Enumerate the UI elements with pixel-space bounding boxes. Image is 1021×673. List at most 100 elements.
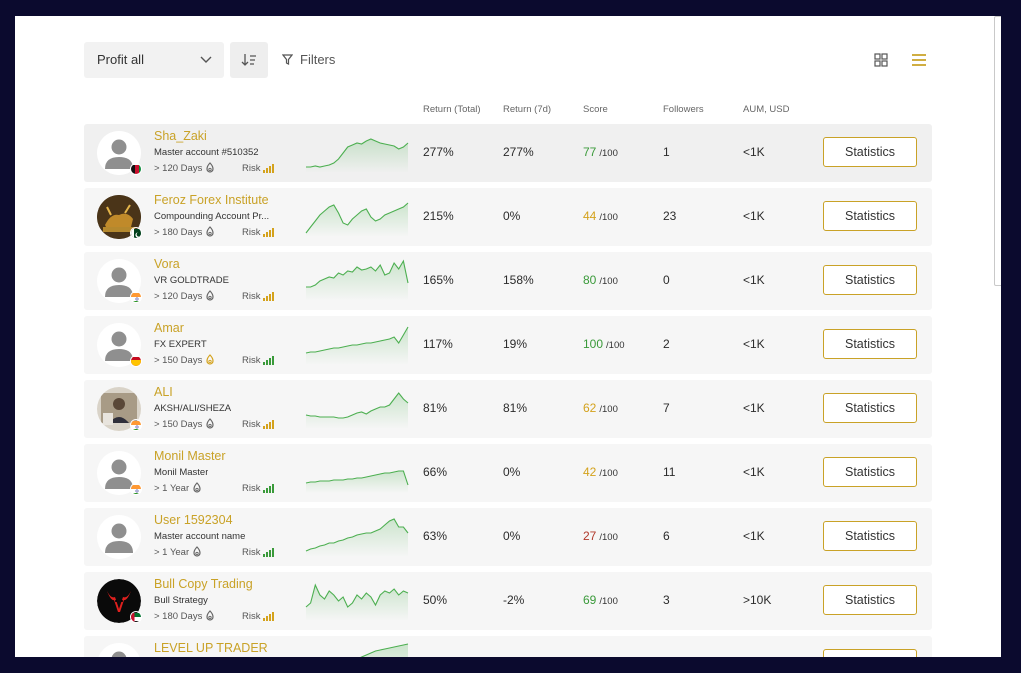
profit-sparkline <box>305 193 409 237</box>
avatar-image <box>97 579 141 623</box>
trader-name[interactable]: Monil Master <box>154 449 226 463</box>
return-7d: 0% <box>503 529 521 543</box>
column-header-return-total[interactable]: Return (Total) <box>423 104 481 115</box>
account-name: Bull Strategy <box>154 595 208 606</box>
filters-button[interactable]: Filters <box>282 42 335 78</box>
sort-order-button[interactable] <box>230 42 268 78</box>
score: 77/100 <box>583 145 618 159</box>
return-total: 117% <box>423 337 453 351</box>
return-7d: 0% <box>503 465 521 479</box>
score-max: /100 <box>599 532 618 543</box>
account-age: > 120 Days <box>154 290 215 302</box>
trader-name[interactable]: Amar <box>154 321 184 335</box>
profit-sparkline <box>305 129 409 173</box>
trader-name[interactable]: User 1592304 <box>154 513 233 527</box>
country-flag-icon <box>130 611 142 623</box>
score-value: 44 <box>583 209 597 223</box>
account-name: Monil Master <box>154 467 209 478</box>
score: 100/100 <box>583 337 625 351</box>
sort-descending-icon <box>241 54 256 66</box>
return-total: 66% <box>423 465 448 479</box>
followers-count: 2 <box>663 337 670 351</box>
grid-view-icon[interactable] <box>873 52 889 68</box>
account-name: FX EXPERT <box>154 339 207 350</box>
risk-label: Risk <box>242 291 261 302</box>
trader-name[interactable]: Feroz Forex Institute <box>154 193 269 207</box>
avatar[interactable] <box>97 451 142 495</box>
trader-row[interactable]: Monil Master Monil Master > 1 Year Risk … <box>84 444 932 502</box>
statistics-button[interactable] <box>823 649 917 657</box>
statistics-button[interactable]: Statistics <box>823 521 917 551</box>
trader-row[interactable]: Bull Copy Trading Bull Strategy > 180 Da… <box>84 572 932 630</box>
risk-level: Risk <box>242 226 275 238</box>
sort-select[interactable]: Profit all <box>84 42 224 78</box>
statistics-button[interactable]: Statistics <box>823 265 917 295</box>
trader-name[interactable]: ALI <box>154 385 173 399</box>
account-age: > 180 Days <box>154 610 215 622</box>
trader-row[interactable]: Sha_Zaki Master account #510352 > 120 Da… <box>84 124 932 182</box>
statistics-button[interactable]: Statistics <box>823 137 917 167</box>
country-flag-icon <box>130 291 142 303</box>
account-age-label: > 180 Days <box>154 227 203 238</box>
aum-value: <1K <box>743 273 765 287</box>
account-age-label: > 1 Year <box>154 483 190 494</box>
avatar[interactable] <box>97 579 142 623</box>
risk-label: Risk <box>242 483 261 494</box>
account-age-label: > 150 Days <box>154 355 203 366</box>
trader-name[interactable]: Vora <box>154 257 180 271</box>
account-age-label: > 150 Days <box>154 419 203 430</box>
profit-sparkline <box>305 321 409 365</box>
country-flag-icon <box>130 163 142 175</box>
avatar[interactable] <box>97 323 142 367</box>
profit-sparkline <box>305 513 409 557</box>
account-age: > 150 Days <box>154 354 215 366</box>
trader-row[interactable]: Amar FX EXPERT > 150 Days Risk 117% 19% … <box>84 316 932 374</box>
score-value: 100 <box>583 337 604 351</box>
page-frame: Profit all Filters Return (Total) Return… <box>15 16 1001 657</box>
avatar[interactable] <box>97 387 142 431</box>
trader-row[interactable]: ALI AKSH/ALI/SHEZA > 150 Days Risk 81% 8… <box>84 380 932 438</box>
return-total: 50% <box>423 593 448 607</box>
statistics-button[interactable]: Statistics <box>823 393 917 423</box>
return-total: 277% <box>423 145 454 159</box>
risk-bars-icon <box>263 292 275 301</box>
avatar-image <box>97 323 141 367</box>
score: 44/100 <box>583 209 618 223</box>
trader-name[interactable]: Bull Copy Trading <box>154 577 253 591</box>
trader-name[interactable]: LEVEL UP TRADER <box>154 641 268 655</box>
scrollbar[interactable] <box>994 16 1001 286</box>
column-header-aum[interactable]: AUM, USD <box>743 104 790 115</box>
trader-row[interactable]: LEVEL UP TRADER <box>84 636 932 657</box>
aum-value: <1K <box>743 337 765 351</box>
risk-level: Risk <box>242 546 275 558</box>
account-name: Master account #510352 <box>154 147 259 158</box>
flame-icon <box>193 482 201 493</box>
followers-count: 7 <box>663 401 670 415</box>
score: 27/100 <box>583 529 618 543</box>
column-header-return-7d[interactable]: Return (7d) <box>503 104 552 115</box>
trader-row[interactable]: Feroz Forex Institute Compounding Accoun… <box>84 188 932 246</box>
statistics-button[interactable]: Statistics <box>823 457 917 487</box>
trader-row[interactable]: Vora VR GOLDTRADE > 120 Days Risk 165% 1… <box>84 252 932 310</box>
column-header-score[interactable]: Score <box>583 104 608 115</box>
score-max: /100 <box>599 404 618 415</box>
account-name: AKSH/ALI/SHEZA <box>154 403 232 414</box>
avatar[interactable] <box>97 643 141 657</box>
account-name: Master account name <box>154 531 246 542</box>
return-7d: 81% <box>503 401 528 415</box>
profit-sparkline <box>305 577 409 621</box>
list-view-icon[interactable] <box>910 52 928 68</box>
trader-row[interactable]: User 1592304 Master account name > 1 Yea… <box>84 508 932 566</box>
avatar[interactable] <box>97 515 141 559</box>
avatar[interactable] <box>97 131 142 175</box>
statistics-button[interactable]: Statistics <box>823 585 917 615</box>
trader-name[interactable]: Sha_Zaki <box>154 129 207 143</box>
avatar[interactable] <box>97 259 142 303</box>
statistics-button[interactable]: Statistics <box>823 201 917 231</box>
statistics-button[interactable]: Statistics <box>823 329 917 359</box>
column-header-followers[interactable]: Followers <box>663 104 704 115</box>
avatar[interactable] <box>97 195 142 239</box>
score-max: /100 <box>606 340 625 351</box>
followers-count: 1 <box>663 145 670 159</box>
return-total: 215% <box>423 209 454 223</box>
